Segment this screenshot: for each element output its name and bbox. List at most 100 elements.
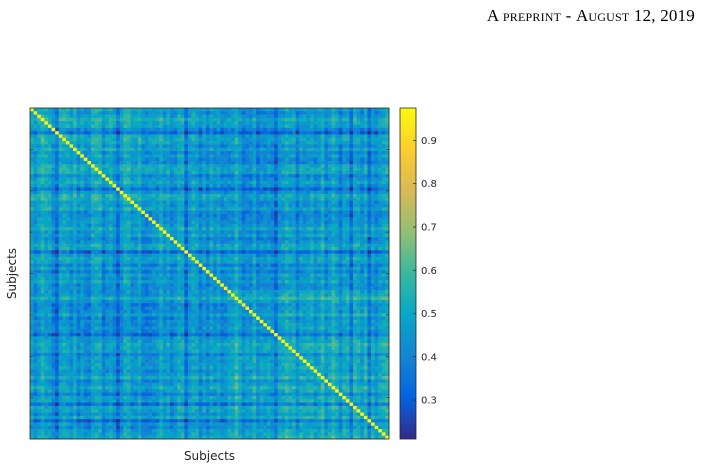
heatmap-cell: [112, 144, 117, 149]
heatmap-cell: [220, 154, 225, 158]
heatmap-cell: [317, 250, 322, 254]
heatmap-cell: [234, 220, 239, 225]
heatmap-cell: [98, 187, 103, 192]
heatmap-cell: [47, 164, 52, 168]
heatmap-cell: [223, 144, 228, 149]
heatmap-cell: [360, 230, 365, 235]
heatmap-cell: [205, 184, 210, 188]
heatmap-cell: [137, 253, 142, 258]
heatmap-cell: [116, 207, 121, 211]
heatmap-cell: [223, 151, 228, 155]
heatmap-cell: [295, 167, 300, 172]
heatmap-cell: [37, 111, 42, 115]
heatmap-cell: [177, 237, 182, 241]
heatmap-cell: [112, 194, 117, 198]
heatmap-cell: [299, 131, 304, 135]
heatmap-cell: [198, 230, 203, 235]
heatmap-cell: [338, 144, 343, 149]
heatmap-cell: [198, 121, 203, 125]
heatmap-cell: [270, 250, 275, 254]
heatmap-cell: [345, 124, 350, 129]
heatmap-cell: [270, 237, 275, 241]
heatmap-cell: [245, 250, 250, 254]
heatmap-cell: [33, 134, 38, 139]
heatmap-cell: [91, 131, 95, 135]
heatmap-cell: [281, 256, 286, 261]
heatmap-cell: [195, 194, 200, 198]
heatmap-cell: [241, 180, 246, 185]
heatmap-cell: [40, 121, 45, 125]
heatmap-cell: [317, 131, 322, 135]
heatmap-cell: [76, 223, 81, 228]
heatmap-cell: [353, 243, 358, 248]
heatmap-cell: [166, 111, 171, 115]
heatmap-cell: [292, 256, 297, 261]
heatmap-cell: [345, 147, 350, 152]
heatmap-cell: [184, 197, 189, 202]
heatmap-cell: [177, 111, 182, 115]
heatmap-cell: [180, 220, 185, 225]
heatmap-cell: [363, 131, 368, 135]
heatmap-cell: [281, 194, 286, 198]
heatmap-cell: [126, 203, 131, 208]
heatmap-cell: [327, 151, 332, 155]
heatmap-cell: [227, 233, 232, 238]
heatmap-cell: [205, 180, 210, 185]
heatmap-cell: [335, 184, 340, 188]
heatmap-diagonal-cell: [144, 213, 149, 218]
heatmap-cell: [94, 187, 99, 192]
heatmap-cell: [234, 124, 239, 129]
heatmap-cell: [76, 124, 81, 129]
heatmap-cell: [371, 137, 375, 142]
heatmap-cell: [148, 256, 153, 261]
heatmap-cell: [123, 157, 128, 162]
heatmap-cell: [374, 114, 379, 119]
heatmap-cell: [65, 240, 70, 245]
heatmap-cell: [205, 151, 210, 155]
heatmap-cell: [180, 197, 185, 202]
heatmap-cell: [195, 111, 200, 115]
heatmap-cell: [263, 266, 268, 271]
heatmap-cell: [310, 233, 314, 238]
heatmap-cell: [195, 253, 200, 258]
heatmap-cell: [30, 207, 34, 211]
heatmap-cell: [148, 121, 153, 125]
heatmap-cell: [98, 147, 103, 152]
heatmap-cell: [173, 243, 178, 248]
heatmap-cell: [202, 190, 207, 195]
heatmap-cell: [83, 256, 88, 261]
heatmap-cell: [227, 177, 232, 182]
heatmap-cell: [274, 160, 279, 165]
heatmap-cell: [317, 197, 322, 202]
heatmap-cell: [162, 177, 167, 182]
heatmap-cell: [299, 111, 304, 115]
heatmap-cell: [302, 174, 307, 178]
heatmap-cell: [342, 266, 347, 271]
heatmap-cell: [65, 213, 70, 218]
heatmap-cell: [252, 237, 257, 241]
heatmap-cell: [331, 164, 336, 168]
heatmap-cell: [306, 117, 311, 122]
heatmap-cell: [324, 121, 329, 125]
heatmap-cell: [108, 217, 113, 221]
heatmap-cell: [238, 127, 243, 132]
heatmap-cell: [371, 223, 375, 228]
heatmap-cell: [378, 247, 383, 251]
heatmap-cell: [310, 207, 314, 211]
heatmap-cell: [252, 137, 257, 142]
heatmap-cell: [30, 253, 34, 258]
heatmap-cell: [130, 233, 135, 238]
heatmap-cell: [33, 233, 38, 238]
heatmap-cell: [155, 111, 160, 115]
heatmap-cell: [141, 253, 146, 258]
heatmap-cell: [37, 121, 42, 125]
heatmap-cell: [356, 134, 361, 139]
heatmap-cell: [191, 151, 196, 155]
heatmap-cell: [123, 253, 128, 258]
heatmap-cell: [259, 250, 264, 254]
heatmap-cell: [227, 197, 232, 202]
heatmap-cell: [371, 217, 375, 221]
heatmap-cell: [47, 177, 52, 182]
heatmap-cell: [356, 227, 361, 231]
heatmap-cell: [216, 207, 221, 211]
